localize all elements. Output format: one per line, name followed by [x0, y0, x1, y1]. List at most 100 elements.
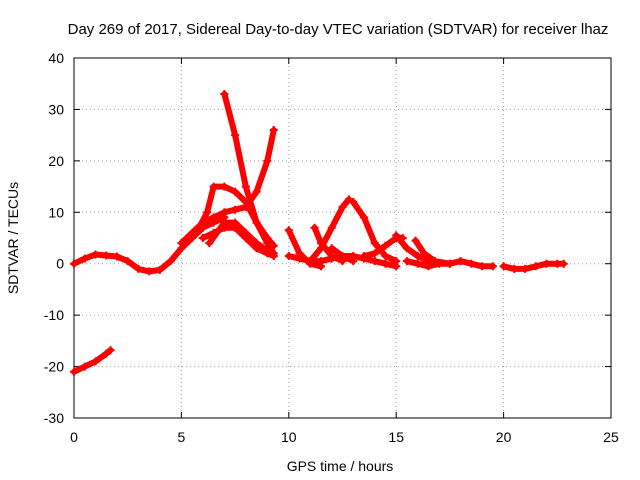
data-point — [413, 252, 422, 260]
data-point — [209, 213, 218, 222]
data-point — [134, 264, 143, 273]
data-point — [284, 226, 293, 235]
data-point — [499, 262, 508, 271]
data-point — [370, 249, 379, 258]
series-arc-17 — [411, 236, 454, 268]
data-point — [284, 252, 293, 260]
data-point — [317, 244, 326, 253]
data-point — [327, 244, 336, 253]
data-point — [430, 257, 439, 266]
y-tick-label: -30 — [44, 410, 64, 426]
data-point — [91, 250, 100, 259]
series-line — [412, 237, 453, 267]
data-point — [80, 254, 89, 263]
data-point — [70, 259, 78, 268]
data-point — [263, 239, 272, 248]
series-line — [393, 232, 432, 265]
x-axis-title: GPS time / hours — [287, 458, 394, 474]
x-tick-label: 10 — [281, 429, 297, 445]
data-point — [106, 346, 115, 355]
data-point — [424, 262, 433, 271]
y-tick-label: 40 — [48, 50, 64, 66]
x-tick-label: 15 — [388, 429, 404, 445]
data-point — [402, 257, 411, 266]
data-point — [359, 252, 368, 260]
data-point — [198, 234, 207, 242]
data-point — [370, 257, 379, 266]
data-point — [510, 264, 519, 273]
data-point — [478, 262, 487, 271]
x-tick-label: 20 — [496, 429, 512, 445]
data-point — [241, 228, 250, 237]
data-point — [392, 231, 401, 240]
chart-title: Day 269 of 2017, Sidereal Day-to-day VTE… — [68, 21, 609, 38]
axis-ticks: 0 5 10 15 20 25 -30 -20 -10 0 10 20 30 40 — [44, 50, 619, 445]
series-arc-3 — [177, 126, 278, 248]
data-point — [220, 218, 229, 227]
series-arc-2 — [70, 346, 115, 376]
data-point — [381, 259, 390, 268]
data-point — [252, 218, 261, 227]
data-point — [192, 228, 201, 237]
series-arc-6 — [205, 218, 272, 255]
data-point — [456, 257, 465, 266]
x-tick-label: 5 — [178, 429, 186, 445]
data-point — [269, 249, 278, 258]
series-arc-13 — [349, 198, 401, 266]
data-point — [542, 259, 551, 268]
data-point — [559, 259, 568, 268]
data-point — [402, 244, 411, 253]
y-tick-label: -20 — [44, 359, 64, 375]
data-point — [80, 362, 89, 371]
plot-frame — [73, 57, 612, 419]
data-point — [231, 218, 240, 227]
data-point — [531, 262, 540, 271]
data-point — [381, 252, 390, 260]
data-point — [231, 131, 240, 140]
data-point — [177, 239, 186, 248]
data-point — [411, 236, 420, 245]
data-point — [231, 205, 240, 214]
data-point — [327, 223, 336, 232]
data-point — [166, 257, 175, 266]
grid — [74, 58, 611, 418]
data-point — [420, 249, 429, 258]
data-point — [392, 257, 401, 266]
data-point — [155, 265, 164, 274]
series-arc-7 — [220, 90, 278, 258]
data-point — [467, 259, 476, 268]
series-line — [206, 219, 271, 254]
data-point — [123, 257, 132, 266]
data-point — [91, 357, 100, 366]
y-tick-label: 0 — [56, 256, 64, 272]
data-point — [102, 349, 111, 358]
y-tick-label: 10 — [48, 204, 64, 220]
data-point — [349, 257, 358, 266]
data-point — [252, 239, 261, 248]
data-point — [306, 257, 315, 266]
data-point — [310, 223, 319, 232]
series-arc-11 — [306, 195, 353, 266]
x-tick-label: 0 — [70, 429, 78, 445]
series-arc-18 — [499, 259, 568, 273]
data-point — [220, 208, 229, 217]
series-group — [70, 90, 568, 376]
data-point — [370, 239, 379, 248]
data-point — [344, 195, 353, 204]
data-point — [231, 187, 240, 196]
data-point — [488, 262, 497, 271]
data-point — [338, 252, 347, 260]
data-point — [102, 251, 111, 260]
data-point — [220, 182, 229, 191]
data-point — [521, 264, 530, 273]
data-point — [327, 252, 336, 260]
data-point — [269, 126, 278, 134]
data-point — [203, 208, 212, 217]
data-point — [205, 239, 214, 248]
data-point — [209, 182, 218, 191]
data-point — [112, 252, 121, 261]
data-point — [317, 257, 326, 266]
data-point — [359, 213, 368, 222]
data-point — [349, 198, 358, 206]
data-point — [413, 259, 422, 268]
